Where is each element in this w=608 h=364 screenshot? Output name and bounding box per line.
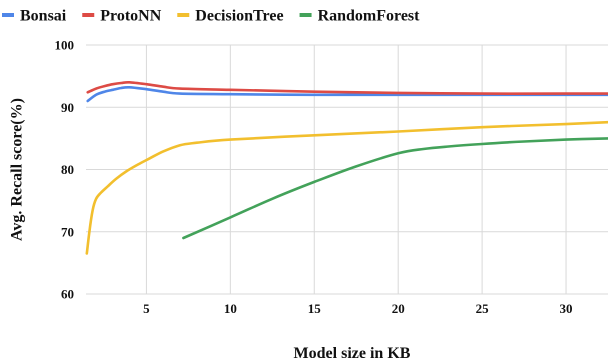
- y-tick-label: 80: [61, 162, 74, 177]
- x-tick-label: 30: [560, 301, 573, 316]
- legend-label: RandomForest: [318, 8, 421, 25]
- x-tick-label: 5: [143, 301, 150, 316]
- legend-item-randomforest: RandomForest: [299, 8, 421, 25]
- x-axis-label: Model size in KB: [294, 345, 411, 362]
- y-tick-label: 70: [61, 224, 74, 239]
- series-line-randomforest: [182, 137, 608, 240]
- x-tick-label: 25: [476, 301, 490, 316]
- legend: Bonsai ProtoNN DecisionTree RandomForest: [2, 8, 420, 25]
- series-line-decisiontree: [85, 120, 608, 255]
- y-axis-ticks: 60 70 80 90 100: [55, 38, 75, 302]
- gridlines: [86, 44, 608, 295]
- legend-item-protonn: ProtoNN: [82, 8, 162, 25]
- legend-item-bonsai: Bonsai: [2, 8, 67, 25]
- y-tick-label: 100: [55, 38, 75, 53]
- series-lines: [85, 80, 608, 255]
- y-tick-label: 60: [61, 287, 74, 302]
- legend-item-decisiontree: DecisionTree: [177, 8, 284, 25]
- legend-label: ProtoNN: [100, 8, 161, 25]
- legend-label: DecisionTree: [195, 8, 283, 25]
- y-axis-label: Avg. Recall score(%): [9, 98, 26, 241]
- x-tick-label: 15: [308, 301, 322, 316]
- legend-label: Bonsai: [20, 8, 67, 25]
- x-tick-label: 20: [392, 301, 405, 316]
- series-line-protonn: [86, 80, 608, 95]
- x-tick-label: 10: [224, 301, 237, 316]
- y-tick-label: 90: [61, 100, 74, 115]
- x-axis-ticks: 5 10 15 20 25 30: [143, 301, 572, 316]
